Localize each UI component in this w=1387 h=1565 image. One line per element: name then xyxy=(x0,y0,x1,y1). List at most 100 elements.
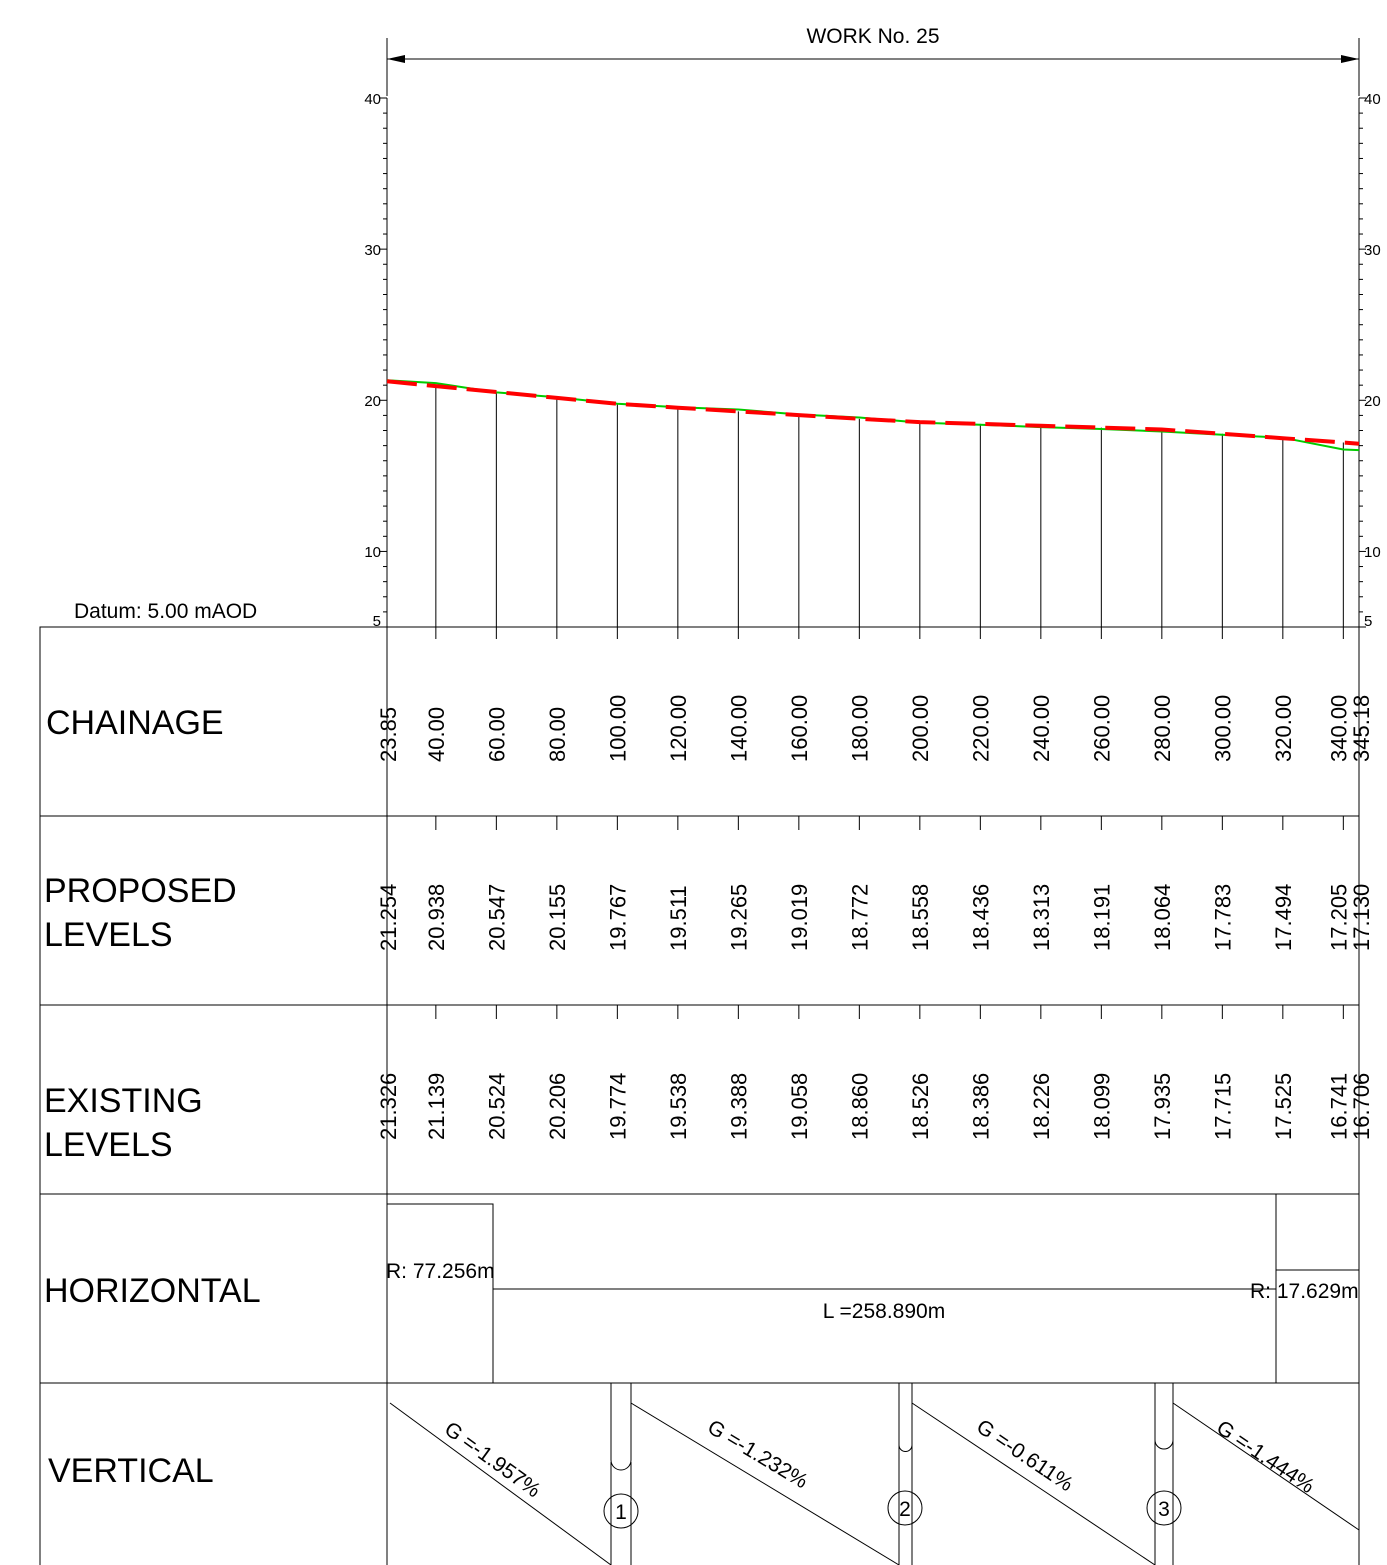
title-dimension: WORK No. 25 xyxy=(386,25,1360,96)
row-values: 23.85 40.00 60.00 80.00 100.00 120.00 140.00 16… xyxy=(376,695,1374,1140)
existing-level-value: 18.099 xyxy=(1089,1073,1114,1140)
tick-label-left-30: 30 xyxy=(364,242,381,259)
grade-label-4: G =-1.444% xyxy=(1212,1416,1318,1498)
chainage-value: 200.00 xyxy=(908,695,933,762)
chainage-value: 23.85 xyxy=(376,707,401,762)
tick-label-right-30: 30 xyxy=(1364,242,1381,259)
chainage-value: 180.00 xyxy=(847,695,872,762)
vertical-curve-1: 1 xyxy=(603,1383,639,1565)
proposed-level-value: 21.254 xyxy=(376,884,401,951)
existing-level-value: 19.774 xyxy=(605,1073,630,1140)
chainage-value: 120.00 xyxy=(666,695,691,762)
tick-label-right-20: 20 xyxy=(1364,393,1381,410)
row-label-existing-1: EXISTING xyxy=(44,1082,203,1120)
tick-label-left-10: 10 xyxy=(364,544,381,561)
straight-length-label: L =258.890m xyxy=(823,1300,945,1323)
proposed-level-value: 20.155 xyxy=(545,884,570,951)
chainage-value: 240.00 xyxy=(1029,695,1054,762)
drawing-title: WORK No. 25 xyxy=(806,25,939,48)
chainage-value: 320.00 xyxy=(1271,695,1296,762)
vc-top-3 xyxy=(1154,1383,1174,1450)
chainage-value: 280.00 xyxy=(1150,695,1175,762)
grade-line-1 xyxy=(389,1402,612,1565)
vc-marker-circle-2 xyxy=(887,1490,923,1526)
tick-label-right-40: 40 xyxy=(1364,91,1381,108)
left-radius-label: R: 77.256m xyxy=(386,1260,495,1283)
existing-level-value: 19.058 xyxy=(787,1073,812,1140)
chainage-value: 300.00 xyxy=(1210,695,1235,762)
proposed-level-value: 19.019 xyxy=(787,884,812,951)
vertical-curve-3: 3 xyxy=(1146,1383,1182,1565)
vc-top-2 xyxy=(898,1383,913,1452)
chainage-value: 40.00 xyxy=(424,707,449,762)
level-axes: 40 30 20 10 5 40 30 20 10 5 xyxy=(364,91,1380,630)
proposed-level-value: 18.436 xyxy=(968,884,993,951)
tick-label-left-5: 5 xyxy=(373,613,381,630)
chainage-value: 80.00 xyxy=(545,707,570,762)
proposed-level-value: 20.547 xyxy=(484,884,509,951)
grade-line-4 xyxy=(1172,1402,1360,1531)
existing-levels-line xyxy=(386,379,1360,452)
existing-level-value: 17.525 xyxy=(1271,1073,1296,1140)
vertical-curve-2: 2 xyxy=(887,1383,923,1565)
proposed-level-value: 17.494 xyxy=(1271,884,1296,951)
proposed-level-value: 18.558 xyxy=(908,884,933,951)
existing-level-value: 21.326 xyxy=(376,1073,401,1140)
vc-marker-circle-3 xyxy=(1146,1490,1182,1526)
proposed-level-value: 18.064 xyxy=(1150,884,1175,951)
grade-line-3 xyxy=(911,1402,1156,1565)
table-frame xyxy=(39,626,1360,1565)
existing-level-value: 18.860 xyxy=(847,1073,872,1140)
existing-level-value: 21.139 xyxy=(424,1073,449,1140)
tick-label-right-10: 10 xyxy=(1364,544,1381,561)
chainage-stations xyxy=(435,386,1344,1019)
tick-label-left-40: 40 xyxy=(364,91,381,108)
chainage-value: 345.18 xyxy=(1349,695,1374,762)
proposed-level-value: 18.313 xyxy=(1029,884,1054,951)
grade-label-1: G =-1.957% xyxy=(440,1417,545,1502)
row-label-existing-2: LEVELS xyxy=(44,1126,173,1164)
existing-level-value: 17.935 xyxy=(1150,1073,1175,1140)
chainage-value: 160.00 xyxy=(787,695,812,762)
row-label-proposed-2: LEVELS xyxy=(44,916,173,954)
proposed-level-value: 19.767 xyxy=(605,884,630,951)
datum-label: Datum: 5.00 mAOD xyxy=(74,600,257,623)
chainage-value: 260.00 xyxy=(1089,695,1114,762)
horizontal-alignment: R: 77.256m L =258.890m R: 17.629m xyxy=(386,1194,1359,1383)
existing-level-value: 18.386 xyxy=(968,1073,993,1140)
proposed-level-value: 18.772 xyxy=(847,884,872,951)
existing-level-value: 18.526 xyxy=(908,1073,933,1140)
vc-top-1 xyxy=(610,1383,632,1471)
vc-marker-1: 1 xyxy=(615,1501,627,1524)
proposed-level-value: 20.938 xyxy=(424,884,449,951)
grade-label-2: G =-1.232% xyxy=(703,1416,811,1494)
tick-label-left-20: 20 xyxy=(364,393,381,410)
existing-level-value: 18.226 xyxy=(1029,1073,1054,1140)
minor-ticks xyxy=(380,97,1366,628)
row-label-proposed-1: PROPOSED xyxy=(44,872,237,910)
proposed-level-value: 17.130 xyxy=(1349,884,1374,951)
chainage-value: 60.00 xyxy=(484,707,509,762)
vc-marker-2: 2 xyxy=(899,1498,911,1521)
tick-label-right-5: 5 xyxy=(1364,613,1372,630)
left-curve-box xyxy=(387,1203,494,1383)
data-table: CHAINAGE PROPOSED LEVELS EXISTING LEVELS… xyxy=(39,626,1360,1565)
major-ticks: 40 30 20 10 5 40 30 20 10 5 xyxy=(364,91,1380,630)
grade-line-2 xyxy=(630,1402,900,1565)
proposed-level-value: 18.191 xyxy=(1089,884,1114,951)
existing-level-value: 19.538 xyxy=(666,1073,691,1140)
level-profiles xyxy=(386,379,1360,452)
proposed-level-value: 19.265 xyxy=(726,884,751,951)
existing-level-value: 20.206 xyxy=(545,1073,570,1140)
grade-label-3: G =-0.611% xyxy=(972,1415,1077,1496)
dimension-arrow-left xyxy=(387,55,405,63)
existing-level-value: 20.524 xyxy=(484,1073,509,1140)
proposed-levels-line xyxy=(386,379,1360,446)
chainage-value: 100.00 xyxy=(605,695,630,762)
proposed-level-value: 19.511 xyxy=(666,885,691,951)
proposed-level-value: 17.783 xyxy=(1210,884,1235,951)
row-label-chainage: CHAINAGE xyxy=(46,704,224,742)
chainage-value: 140.00 xyxy=(726,695,751,762)
chainage-value: 340.00 xyxy=(1326,695,1351,762)
